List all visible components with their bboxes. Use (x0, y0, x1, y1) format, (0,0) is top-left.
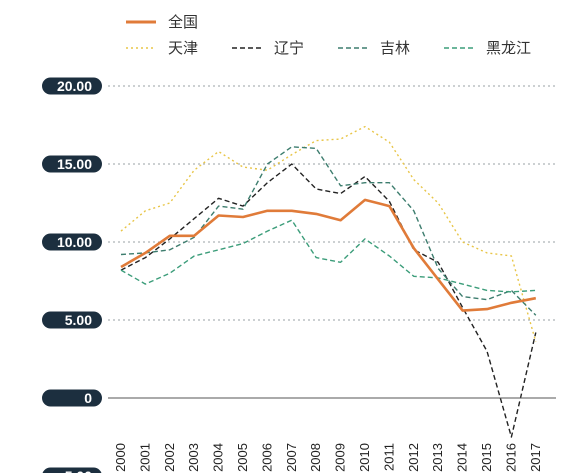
series-line-heilongjiang (120, 219, 536, 293)
x-tick-label: 2002 (162, 443, 177, 472)
y-tick-label: 0 (84, 390, 92, 406)
x-tick-label: 2017 (528, 443, 543, 472)
x-tick-label: 2001 (137, 443, 152, 472)
x-tick-label: 2015 (479, 443, 494, 472)
x-tick-label: 2006 (259, 443, 274, 472)
x-tick-label: 2005 (235, 443, 250, 472)
y-tick-label: 20.00 (57, 78, 92, 94)
legend-item-heilongjiang: 黑龙江 (444, 39, 531, 57)
series-line-national (120, 198, 537, 312)
x-tick-label: 2004 (211, 443, 226, 472)
chart-legend: 全国 天津 辽宁 吉林 黑龙江 (126, 13, 531, 57)
x-tick-label: 2016 (503, 443, 518, 472)
x-tick-label: 2003 (186, 443, 201, 472)
x-tick-label: 2009 (333, 443, 348, 472)
series-line-liaoning (120, 163, 537, 438)
x-tick-label: 2008 (308, 443, 323, 472)
legend-item-liaoning: 辽宁 (232, 39, 304, 57)
legend-label-liaoning: 辽宁 (274, 39, 304, 57)
y-tick-badge (42, 77, 102, 95)
y-tick-badge (42, 233, 102, 251)
y-tick-label: 10.00 (57, 234, 92, 250)
y-tick-badge (42, 155, 102, 173)
y-tick-label: 5.00 (65, 312, 92, 328)
y-tick-badge (42, 311, 102, 329)
legend-item-national: 全国 (126, 13, 198, 31)
x-tick-label: 2000 (113, 443, 128, 472)
legend-label-national: 全国 (168, 13, 198, 31)
legend-label-heilongjiang: 黑龙江 (486, 39, 531, 57)
legend-item-tianjin: 天津 (126, 39, 198, 57)
gridlines (108, 85, 556, 399)
series-line-jilin (120, 146, 537, 316)
x-tick-label: 2012 (406, 443, 421, 472)
legend-item-jilin: 吉林 (338, 39, 410, 57)
series-line-tianjin (120, 125, 537, 342)
legend-label-tianjin: 天津 (168, 39, 198, 57)
y-axis: 20.00 15.00 10.00 5.00 0 -5.00 (42, 77, 102, 473)
x-tick-label: 2007 (284, 443, 299, 472)
y-tick-label: -5.00 (60, 468, 92, 473)
x-tick-label: 2014 (455, 443, 470, 472)
x-tick-label: 2013 (430, 443, 445, 472)
y-tick-badge (42, 467, 102, 473)
x-axis: 2000 2001 2002 2003 2004 2005 2006 2007 2008 2009… (108, 397, 556, 472)
x-tick-label: 2010 (357, 443, 372, 472)
y-tick-badge (42, 389, 102, 407)
x-tick-label: 2011 (381, 443, 396, 471)
y-tick-label: 15.00 (57, 156, 92, 172)
legend-label-jilin: 吉林 (380, 39, 410, 57)
series-lines (120, 125, 537, 438)
